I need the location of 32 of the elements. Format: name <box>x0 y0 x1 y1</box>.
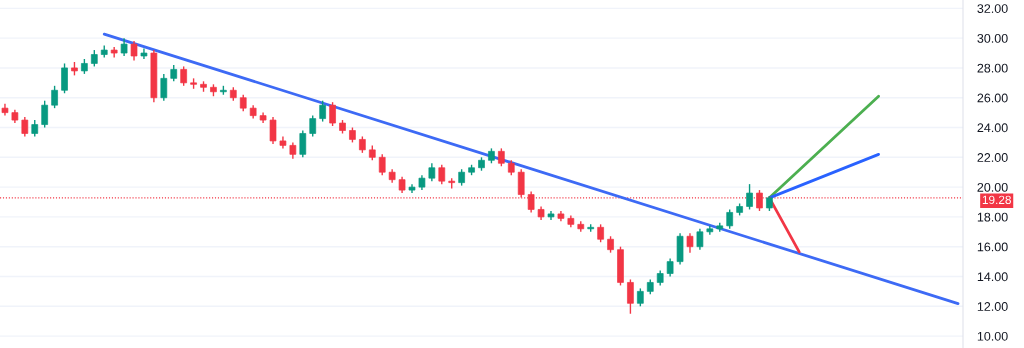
candlestick <box>180 65 187 87</box>
candlestick <box>41 100 48 129</box>
y-tick-label: 12.00 <box>977 302 1008 311</box>
y-tick-label: 24.00 <box>977 123 1008 133</box>
candlestick <box>61 62 68 94</box>
candlestick <box>627 278 634 315</box>
candlestick <box>438 164 446 185</box>
candlestick <box>726 208 734 230</box>
candlestick <box>696 228 704 251</box>
candlestick <box>319 100 326 123</box>
candlestick <box>299 129 307 159</box>
candlestick <box>130 40 138 62</box>
y-tick-label: 26.00 <box>977 93 1008 103</box>
candlestick <box>160 73 168 102</box>
y-tick-label: 14.00 <box>977 272 1008 282</box>
candlestick <box>51 85 58 109</box>
candlestick <box>21 116 29 138</box>
y-tick-label: 30.00 <box>977 33 1008 43</box>
candlestick <box>269 116 277 145</box>
y-tick-label: 18.00 <box>977 212 1008 222</box>
candlestick <box>746 183 753 211</box>
y-tick-label: 10.00 <box>977 331 1008 341</box>
y-tick-label: 16.00 <box>977 242 1008 252</box>
candlestick <box>329 101 336 127</box>
ref-line-label: 19.28 <box>982 195 1011 204</box>
y-tick-label: 32.00 <box>977 4 1008 13</box>
y-tick-label: 22.00 <box>977 153 1008 162</box>
y-tick-label: 28.00 <box>977 63 1008 73</box>
candlestick <box>378 153 386 176</box>
candlestick <box>309 114 317 138</box>
y-tick-label: 20.00 <box>977 182 1008 192</box>
candlestick <box>686 232 694 254</box>
